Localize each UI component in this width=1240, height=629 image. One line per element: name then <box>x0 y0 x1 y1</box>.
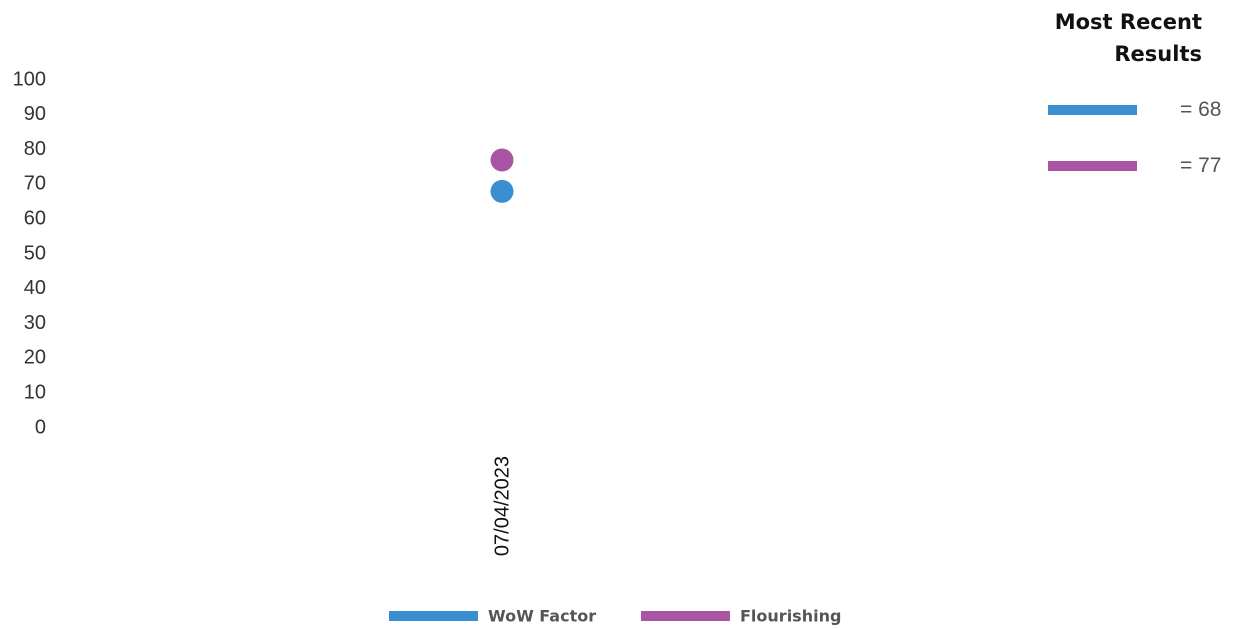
most-recent-results-title-line2: Results <box>1114 42 1202 66</box>
data-point <box>490 179 514 203</box>
x-tick-label: 07/04/2023 <box>491 456 513 556</box>
data-point <box>490 148 514 172</box>
y-tick-label: 80 <box>24 138 46 160</box>
recent-result-value-flourishing: = 77 <box>1180 154 1222 177</box>
legend-label: WoW Factor <box>488 607 596 626</box>
y-tick-label: 10 <box>24 381 46 403</box>
recent-result-value-wow-factor: = 68 <box>1180 98 1222 121</box>
recent-result-wow-factor: = 68 <box>1048 95 1238 125</box>
recent-result-swatch-flourishing <box>1048 161 1137 171</box>
y-tick-label: 50 <box>24 242 46 264</box>
y-axis-ticks: 0 10 20 30 40 50 60 70 80 90 100 <box>13 68 46 438</box>
y-tick-label: 90 <box>24 103 46 125</box>
recent-result-swatch-wow-factor <box>1048 105 1137 115</box>
data-points <box>490 148 514 203</box>
y-tick-label: 100 <box>13 68 46 90</box>
legend-swatch <box>641 611 730 621</box>
y-tick-label: 70 <box>24 173 46 195</box>
chart-legend: WoW Factor Flourishing <box>389 607 841 626</box>
y-tick-label: 60 <box>24 207 46 229</box>
x-axis-ticks: 07/04/2023 <box>491 456 513 556</box>
recent-result-flourishing: = 77 <box>1048 151 1238 181</box>
most-recent-results-title: Most Recent Results <box>1002 6 1202 70</box>
most-recent-results-title-line1: Most Recent <box>1054 10 1202 34</box>
y-tick-label: 30 <box>24 312 46 334</box>
legend-label: Flourishing <box>740 607 841 626</box>
y-tick-label: 0 <box>35 416 46 438</box>
y-tick-label: 40 <box>24 277 46 299</box>
y-tick-label: 20 <box>24 347 46 369</box>
legend-swatch <box>389 611 478 621</box>
